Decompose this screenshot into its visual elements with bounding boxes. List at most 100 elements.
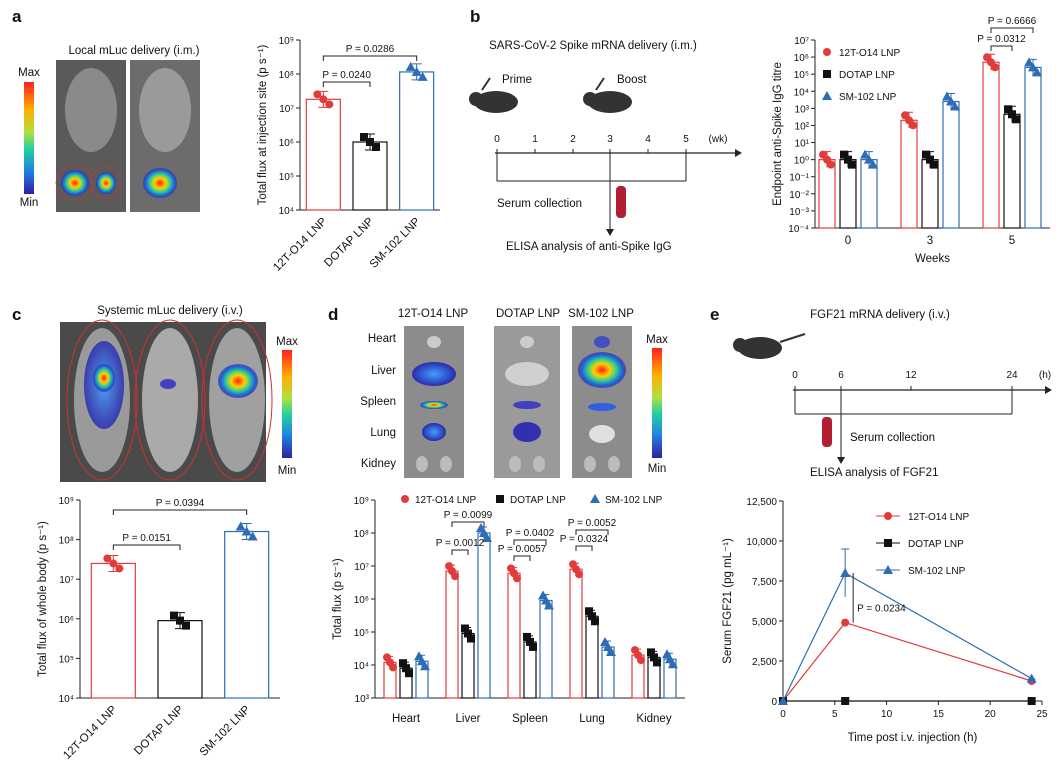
b-bar bbox=[1003, 113, 1021, 229]
d-organ-label-kidney: Kidney bbox=[361, 458, 396, 470]
e-legend-point bbox=[884, 539, 892, 547]
b-point bbox=[840, 150, 848, 159]
b-x-tick-label: 3 bbox=[927, 235, 933, 247]
c-color-scale bbox=[282, 350, 292, 458]
e-point bbox=[1027, 697, 1036, 705]
d-y-axis-label: Total flux (p s⁻¹) bbox=[332, 558, 344, 640]
d-organ-header-0: 12T-O14 LNP bbox=[398, 308, 469, 320]
e-point bbox=[841, 618, 850, 627]
b-timeline-ticks: 0 1 2 3 4 5 (wk) bbox=[494, 134, 727, 153]
d-point bbox=[653, 658, 661, 667]
panel-letter-c: c bbox=[12, 305, 21, 324]
a-x-tick-label: 12T-O14 LNP bbox=[271, 215, 329, 273]
d-y-tick-label: 10³ bbox=[355, 694, 370, 705]
a-point bbox=[372, 143, 380, 151]
b-y-tick-label: 10⁷ bbox=[794, 36, 809, 47]
e-blood-tube-icon bbox=[822, 417, 832, 447]
a-point bbox=[313, 90, 322, 99]
b-y-tick-label: 10⁴ bbox=[794, 87, 809, 98]
e-y-tick-label: 12,500 bbox=[746, 497, 777, 508]
d-point bbox=[544, 600, 554, 610]
b-timeline-label: 4 bbox=[645, 134, 651, 145]
d-y-tick-label: 10⁶ bbox=[354, 595, 369, 606]
b-sig-label: P = 0.0312 bbox=[977, 34, 1026, 45]
b-point bbox=[1008, 110, 1016, 119]
a-y-tick-label: 10⁵ bbox=[279, 172, 294, 183]
b-x-axis-label: Weeks bbox=[915, 253, 950, 265]
c-y-axis-label: Total flux of whole body (p s⁻¹) bbox=[37, 521, 49, 677]
b-point bbox=[1024, 57, 1034, 67]
b-serum-label: Serum collection bbox=[497, 198, 582, 210]
b-point bbox=[1004, 105, 1012, 114]
c-bar bbox=[157, 620, 203, 699]
d-point bbox=[451, 572, 459, 581]
d-point bbox=[637, 656, 645, 665]
b-timeline-label: 5 bbox=[683, 134, 689, 145]
b-point bbox=[1032, 67, 1042, 77]
e-timeline-label: 24 bbox=[1006, 370, 1018, 381]
c-point bbox=[103, 554, 112, 563]
c-y-tick-label: 10⁸ bbox=[59, 536, 74, 547]
c-point bbox=[241, 526, 252, 536]
d-x-tick-label: Heart bbox=[392, 713, 421, 725]
a-point bbox=[319, 95, 328, 104]
e-legend-label: 12T-O14 LNP bbox=[908, 512, 969, 523]
a-sig-label: P = 0.0240 bbox=[322, 70, 371, 81]
d-bar bbox=[569, 568, 583, 699]
b-point bbox=[844, 155, 852, 164]
d-bar bbox=[539, 599, 553, 699]
panel-letter-d: d bbox=[328, 305, 338, 324]
b-y-axis-label: Endpoint anti-Spike IgG titre bbox=[772, 62, 784, 206]
d-point bbox=[647, 648, 655, 657]
d-x-tick-label: Spleen bbox=[512, 713, 548, 725]
b-point bbox=[909, 121, 917, 130]
e-x-tick-label: 20 bbox=[985, 709, 997, 720]
d-sig-label: P = 0.0099 bbox=[444, 510, 493, 521]
e-legend-point bbox=[884, 512, 892, 520]
c-sig-label: P = 0.0394 bbox=[156, 498, 205, 509]
e-x-axis-label: Time post i.v. injection (h) bbox=[848, 732, 978, 744]
a-color-scale bbox=[24, 82, 34, 194]
d-sig-label: P = 0.0057 bbox=[498, 544, 547, 555]
a-sig-label: P = 0.0286 bbox=[346, 44, 395, 55]
b-elisa-label: ELISA analysis of anti-Spike IgG bbox=[506, 241, 672, 253]
b-y-tick-label: 10⁻¹ bbox=[789, 173, 809, 184]
a-sig-bracket bbox=[322, 81, 371, 87]
e-legend-label: DOTAP LNP bbox=[908, 539, 964, 550]
b-point bbox=[950, 101, 960, 111]
b-y-tick-label: 10⁻⁴ bbox=[788, 224, 809, 235]
a-point bbox=[405, 61, 416, 71]
c-point bbox=[247, 531, 258, 541]
e-timeline-label: 12 bbox=[905, 370, 917, 381]
b-blood-tube-icon bbox=[616, 186, 626, 218]
c-bar bbox=[224, 530, 270, 699]
a-y-tick-label: 10⁸ bbox=[279, 70, 294, 81]
a-scale-min: Min bbox=[20, 197, 39, 209]
a-y-tick-label: 10⁷ bbox=[279, 104, 294, 115]
c-mouse-image bbox=[60, 319, 273, 482]
c-sig-label: P = 0.0151 bbox=[122, 533, 171, 544]
d-point bbox=[482, 533, 492, 542]
d-sig-bracket bbox=[575, 529, 609, 535]
a-x-tick-label: SM-102 LNP bbox=[368, 215, 423, 270]
e-point bbox=[1026, 673, 1037, 683]
b-bar bbox=[818, 159, 836, 229]
b-point bbox=[848, 160, 856, 169]
b-point bbox=[942, 91, 952, 101]
e-point bbox=[778, 696, 788, 705]
b-y-tick-label: 10⁶ bbox=[794, 53, 809, 64]
e-legend-point bbox=[883, 565, 893, 574]
c-point bbox=[182, 621, 190, 630]
a-y-tick-label: 10⁹ bbox=[279, 36, 294, 47]
b-mouse-prime-icon bbox=[469, 77, 518, 113]
d-sig-label: P = 0.0324 bbox=[560, 534, 609, 545]
b-point bbox=[868, 159, 878, 169]
c-scale-max: Max bbox=[276, 336, 298, 348]
b-timeline-label: 0 bbox=[494, 134, 500, 145]
d-point bbox=[399, 659, 407, 668]
a-bar bbox=[399, 71, 435, 211]
d-organ-label-spleen: Spleen bbox=[360, 396, 396, 408]
b-bar bbox=[839, 159, 857, 229]
b-legend-label: DOTAP LNP bbox=[839, 70, 895, 81]
a-point bbox=[325, 100, 334, 109]
